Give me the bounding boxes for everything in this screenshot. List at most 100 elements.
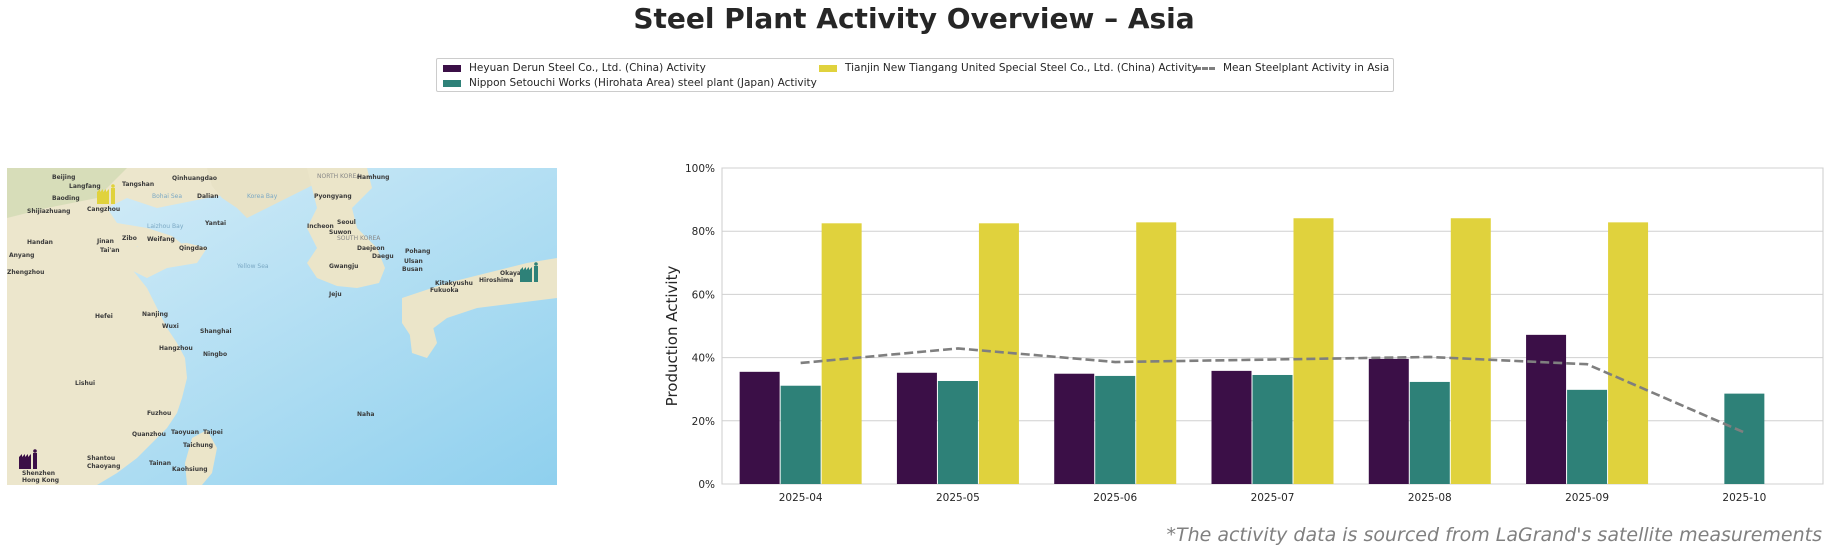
bar-tianjin-2025-04 xyxy=(821,223,862,485)
map-label: Nanjing xyxy=(142,311,168,318)
map-label: Ningbo xyxy=(203,351,227,358)
bar-nippon-2025-09 xyxy=(1567,389,1608,484)
map-label: NORTH KOREA xyxy=(317,173,361,180)
data-source-caption: *The activity data is sourced from LaGra… xyxy=(1166,524,1822,546)
x-tick-label: 2025-10 xyxy=(1722,492,1766,504)
bar-heyuan-2025-04 xyxy=(739,371,780,484)
chart-legend: Heyuan Derun Steel Co., Ltd. (China) Act… xyxy=(436,58,1394,92)
legend-item-tianjin: Tianjin New Tiangang United Special Stee… xyxy=(819,62,1198,74)
map-label: Hamhung xyxy=(357,174,389,181)
factory-smoke-icon xyxy=(111,184,115,188)
bar-tianjin-2025-07 xyxy=(1293,218,1334,484)
y-tick-label: 0% xyxy=(698,479,715,491)
bar-nippon-2025-08 xyxy=(1409,381,1450,484)
map-label: Fukuoka xyxy=(430,287,459,294)
korea-landmass xyxy=(307,168,385,288)
factory-icon xyxy=(19,454,31,469)
legend-label: Mean Steelplant Activity in Asia xyxy=(1223,62,1390,74)
map-label: Wuxi xyxy=(162,323,179,330)
legend-swatch-nippon xyxy=(443,79,461,87)
map-label: Yantai xyxy=(204,220,226,227)
y-axis-label: Production Activity xyxy=(663,266,681,407)
map-label: Yellow Sea xyxy=(236,263,269,270)
legend-label: Heyuan Derun Steel Co., Ltd. (China) Act… xyxy=(469,62,706,74)
map-canvas: Beijing Langfang Tangshan Qinhuangdao Ba… xyxy=(7,168,557,485)
factory-smoke-icon xyxy=(534,262,538,266)
y-tick-label: 80% xyxy=(692,226,715,238)
map-labels: Beijing Langfang Tangshan Qinhuangdao Ba… xyxy=(7,173,531,484)
map-label: Suwon xyxy=(329,229,352,236)
mean-activity-line xyxy=(800,347,1745,434)
liaodong-landmass xyxy=(207,168,337,218)
bar-nippon-2025-06 xyxy=(1095,375,1136,484)
map-label: Daegu xyxy=(372,253,394,260)
map-label: Baoding xyxy=(52,195,80,202)
bar-heyuan-2025-08 xyxy=(1368,358,1409,484)
y-tick-label: 40% xyxy=(692,353,715,365)
map-label: Jinan xyxy=(96,238,114,245)
legend-swatch-heyuan xyxy=(443,64,461,72)
map-label: Zibo xyxy=(122,235,137,242)
legend-item-heyuan: Heyuan Derun Steel Co., Ltd. (China) Act… xyxy=(443,62,706,74)
bar-tianjin-2025-06 xyxy=(1136,222,1177,485)
taiwan-landmass xyxy=(185,430,217,485)
map-label: Fuzhou xyxy=(147,410,171,417)
bar-tianjin-2025-09 xyxy=(1608,222,1649,485)
y-tick-label: 100% xyxy=(685,163,715,175)
nippon-setouchi-plant-marker[interactable] xyxy=(520,262,538,282)
map-label: Kitakyushu xyxy=(435,280,473,287)
map-label: Cangzhou xyxy=(87,206,120,213)
factory-chimney-icon xyxy=(33,453,37,469)
bar-layer xyxy=(739,218,1765,485)
legend-swatch-tianjin xyxy=(819,64,837,72)
x-tick-label: 2025-08 xyxy=(1408,492,1452,504)
map-label: Qingdao xyxy=(179,245,207,252)
map-label: Weifang xyxy=(147,236,175,243)
map-label: Busan xyxy=(402,266,423,273)
map-label: Naha xyxy=(357,411,374,418)
legend-swatch-mean xyxy=(1195,66,1215,70)
heyuan-plant-marker[interactable] xyxy=(19,449,37,469)
map-label: Hong Kong xyxy=(22,477,59,484)
map-label: Taichung xyxy=(183,442,213,449)
kyushu-landmass xyxy=(409,323,437,358)
map-label: Pyongyang xyxy=(314,193,352,200)
legend-item-nippon: Nippon Setouchi Works (Hirohata Area) st… xyxy=(443,77,817,89)
map-label: Hefei xyxy=(95,313,113,320)
y-tick-label: 20% xyxy=(692,416,715,428)
terrain-shading xyxy=(7,168,127,218)
map-label: Incheon xyxy=(307,223,334,230)
production-activity-chart: 0% 20% 40% 60% 80% 100% 2025-04 2025-05 2025-06 2… xyxy=(640,160,1828,534)
map-label: Shantou xyxy=(87,455,115,462)
map-label: Daejeon xyxy=(357,245,385,252)
map-label: Bohai Sea xyxy=(152,193,182,200)
map-label: Quanzhou xyxy=(132,431,166,438)
map-label: Ulsan xyxy=(404,258,423,265)
bar-nippon-2025-10 xyxy=(1724,393,1765,484)
bar-nippon-2025-05 xyxy=(937,380,978,484)
map-label: Chaoyang xyxy=(87,463,120,470)
line-layer xyxy=(800,347,1745,434)
map-label: Lishui xyxy=(75,380,95,387)
bar-heyuan-2025-07 xyxy=(1211,370,1252,484)
bar-nippon-2025-07 xyxy=(1252,374,1293,484)
map-label: SOUTH KOREA xyxy=(337,235,381,242)
tianjin-plant-marker[interactable] xyxy=(97,184,115,204)
axis-layer: 0% 20% 40% 60% 80% 100% 2025-04 2025-05 2025-06 2… xyxy=(685,163,1766,504)
legend-label: Tianjin New Tiangang United Special Stee… xyxy=(845,62,1198,74)
map-label: Korea Bay xyxy=(247,193,278,200)
map-label: Anyang xyxy=(9,252,34,259)
map-label: Pohang xyxy=(405,248,430,255)
factory-icon xyxy=(97,189,109,204)
factory-icon xyxy=(520,267,532,282)
map-label: Shenzhen xyxy=(22,470,55,477)
factory-chimney-icon xyxy=(111,188,115,204)
map-label: Tai'an xyxy=(100,247,120,254)
map-label: Okayama xyxy=(500,270,531,277)
shandong-landmass xyxy=(117,243,207,278)
y-tick-label: 60% xyxy=(692,289,715,301)
x-tick-label: 2025-04 xyxy=(779,492,823,504)
map-label: Handan xyxy=(27,239,53,246)
asia-map: Beijing Langfang Tangshan Qinhuangdao Ba… xyxy=(7,168,557,485)
map-label: Beijing xyxy=(52,174,75,181)
